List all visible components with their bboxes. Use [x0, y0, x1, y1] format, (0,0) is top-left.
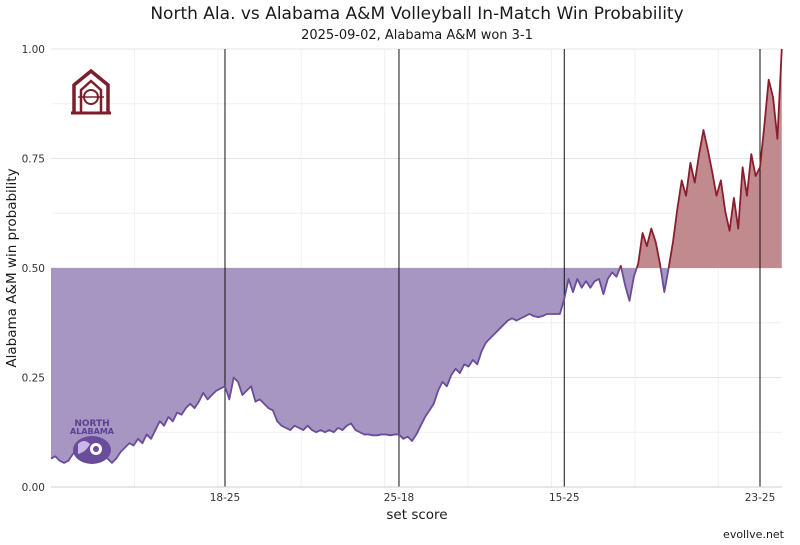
y-tick-label: 1.00 — [22, 44, 45, 56]
line-segment-above — [635, 227, 662, 269]
y-tick-label: 0.75 — [22, 154, 45, 166]
probability-areas — [51, 49, 782, 463]
area-above-baseline — [668, 49, 782, 268]
line-segment-above — [667, 48, 783, 269]
line-segment-below — [50, 267, 621, 464]
north-alabama-logo-text-top: NORTH — [74, 419, 109, 429]
alabama-am-logo — [71, 68, 111, 115]
line-segment-below — [620, 267, 638, 302]
y-tick-label: 0.00 — [22, 482, 45, 494]
y-axis-label: Alabama A&M win probability — [4, 168, 20, 367]
north-alabama-logo-text-bottom: ALABAMA — [70, 427, 115, 436]
x-tick-label: 23-25 — [745, 492, 776, 504]
line-segment-above — [619, 264, 623, 269]
x-tick-label: 25-18 — [384, 492, 415, 504]
area-below-baseline — [51, 268, 620, 463]
probability-line — [50, 48, 783, 464]
set-end-lines — [224, 49, 761, 487]
chart-subtitle: 2025-09-02, Alabama A&M won 3-1 — [301, 28, 533, 43]
credit-text: evollve.net — [723, 528, 785, 541]
chart-title: North Ala. vs Alabama A&M Volleyball In-… — [150, 4, 683, 24]
area-above-baseline — [636, 228, 661, 268]
area-below-baseline — [660, 268, 669, 293]
x-tick-labels: 18-25 25-18 15-25 23-25 — [210, 492, 776, 504]
north-alabama-logo: NORTH ALABAMA — [70, 419, 115, 464]
area-below-baseline — [621, 268, 637, 301]
y-tick-label: 0.25 — [22, 373, 45, 385]
y-tick-labels: 0.00 0.25 0.50 0.75 1.00 — [22, 44, 45, 494]
line-segment-below — [659, 267, 670, 293]
y-tick-label: 0.50 — [22, 263, 45, 275]
x-tick-label: 18-25 — [210, 492, 241, 504]
x-tick-label: 15-25 — [549, 492, 580, 504]
x-axis-label: set score — [386, 507, 447, 523]
